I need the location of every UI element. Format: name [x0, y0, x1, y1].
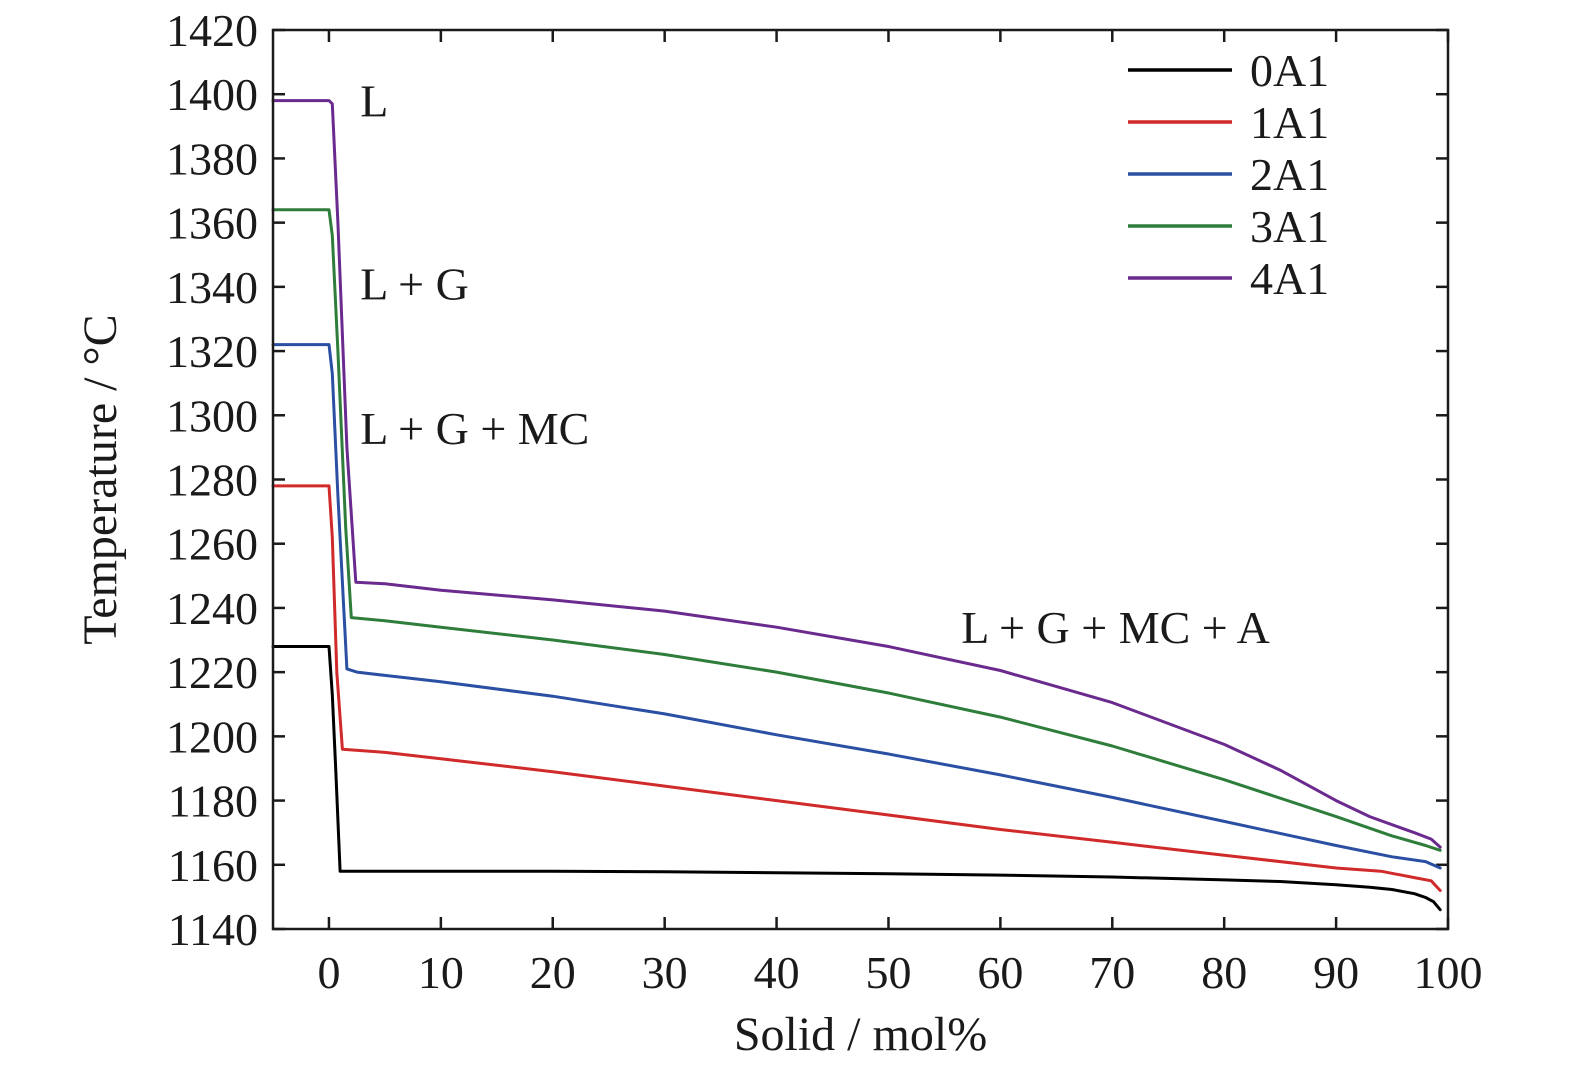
y-tick-label: 1280	[166, 455, 258, 506]
x-tick-label: 90	[1313, 947, 1359, 998]
phase-annotation: L + G + MC	[360, 403, 589, 454]
series-lines	[271, 99, 1442, 912]
x-axis-label: Solid / mol%	[734, 1008, 987, 1061]
y-tick-label: 1140	[168, 904, 258, 955]
x-tick-label: 80	[1201, 947, 1247, 998]
y-tick-label: 1380	[166, 133, 258, 184]
y-tick-label: 1200	[166, 711, 258, 762]
series-line-1A1	[271, 484, 1442, 892]
legend-label-3A1: 3A1	[1250, 201, 1329, 252]
legend-label-0A1: 0A1	[1250, 45, 1329, 96]
x-tick-label: 50	[865, 947, 911, 998]
phase-annotation: L + G + MC + A	[961, 602, 1270, 653]
phase-annotation: L	[360, 76, 388, 127]
x-tick-label: 60	[977, 947, 1023, 998]
y-tick-label: 1360	[166, 198, 258, 249]
series-line-4A1	[271, 99, 1442, 849]
y-tick-label: 1400	[166, 69, 258, 120]
y-tick-label: 1300	[166, 390, 258, 441]
series-line-2A1	[271, 343, 1442, 870]
series-line-3A1	[271, 208, 1442, 852]
x-tick-label: 70	[1089, 947, 1135, 998]
x-tick-label: 0	[317, 947, 340, 998]
x-tick-label: 100	[1414, 947, 1483, 998]
y-tick-label: 1220	[166, 647, 258, 698]
axis-tick-labels: 0 10 20 30 40 50 60 70 80 90 100 1140 1160 1180 1200 12…	[166, 5, 1483, 998]
x-tick-label: 10	[418, 947, 464, 998]
x-tick-label: 30	[642, 947, 688, 998]
plot-frame	[271, 28, 1450, 931]
x-tick-label: 40	[754, 947, 800, 998]
y-tick-label: 1420	[166, 5, 258, 56]
phase-annotations: L L + G L + G + MC L + G + MC + A	[360, 76, 1270, 654]
legend-label-2A1: 2A1	[1250, 149, 1329, 200]
phase-annotation: L + G	[360, 259, 469, 310]
y-tick-label: 1160	[168, 840, 258, 891]
legend-label-4A1: 4A1	[1250, 253, 1329, 304]
y-tick-label: 1240	[166, 583, 258, 634]
legend-label-1A1: 1A1	[1250, 97, 1329, 148]
series-line-0A1	[271, 645, 1442, 912]
y-tick-label: 1340	[166, 262, 258, 313]
y-tick-label: 1180	[168, 776, 258, 827]
y-axis-label: Temperature / °C	[74, 314, 127, 644]
x-tick-label: 20	[530, 947, 576, 998]
y-tick-label: 1320	[166, 326, 258, 377]
y-tick-label: 1260	[166, 519, 258, 570]
